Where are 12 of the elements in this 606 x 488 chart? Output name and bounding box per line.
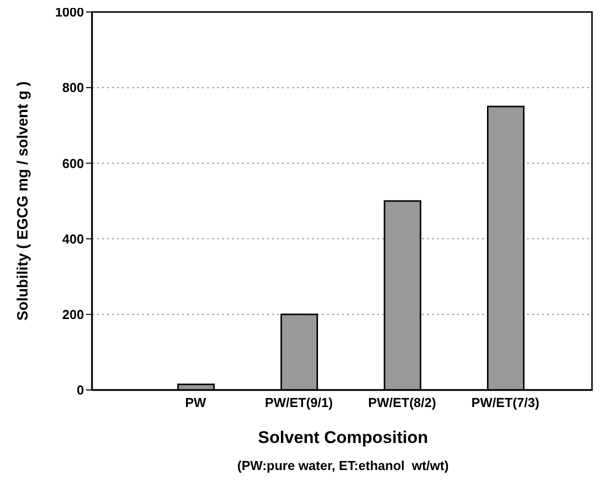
y-tick-label: 400	[62, 231, 84, 246]
text: (PW:pure water, ET:ethanol wt/wt)	[236, 458, 450, 473]
y-axis-title: Solubility ( EGCG mg / solvent g )	[14, 81, 32, 321]
y-tick-label: 600	[62, 156, 84, 171]
y-tick-label: 200	[62, 307, 84, 322]
x-tick-label: PW/ET(7/3)	[471, 395, 540, 410]
x-tick-label: PW	[185, 395, 207, 410]
x-axis-title: Solvent Composition	[257, 428, 429, 448]
y-tick-label: 0	[76, 382, 84, 398]
y-tick-label: 800	[62, 80, 84, 96]
x-tick-label: PW/ET(8/2)	[368, 395, 436, 410]
x-tick-label: PW/ET(9/1)	[264, 395, 333, 410]
